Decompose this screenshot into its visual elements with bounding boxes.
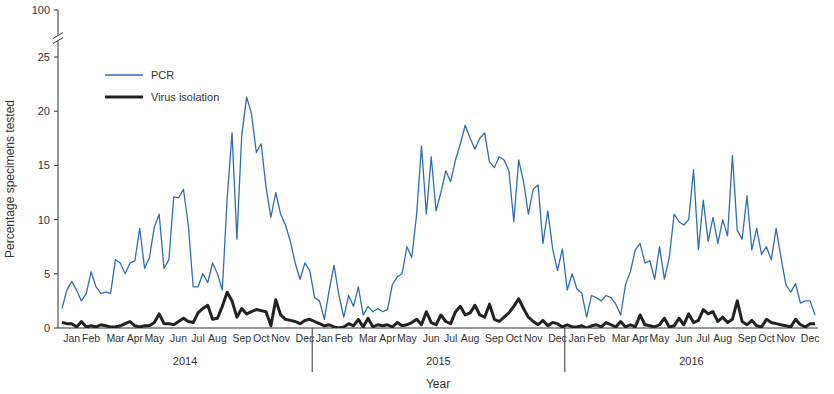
x-tick-label: Dec	[548, 332, 567, 344]
x-tick-label: Dec	[296, 332, 315, 344]
y-tick	[54, 57, 58, 58]
group-separator	[312, 328, 313, 372]
y-tick-label: 20	[38, 105, 50, 117]
x-axis	[58, 328, 818, 329]
x-tick-label: Aug	[208, 332, 227, 344]
year-label: 2014	[173, 355, 197, 367]
chart: 0 5 10 15 20 25 100 Percentage specimens tested…	[0, 0, 834, 394]
y-tick	[54, 10, 58, 11]
x-tick-label: Jul	[444, 332, 457, 344]
plot-area	[62, 97, 815, 328]
y-tick	[54, 328, 58, 329]
y-tick-label: 5	[44, 268, 50, 280]
year-label: 2016	[679, 355, 703, 367]
x-tick-label: Jan	[568, 332, 585, 344]
x-tick-label: May	[650, 332, 671, 344]
x-tick-label: Aug	[461, 332, 480, 344]
x-tick-label: Aug	[713, 332, 732, 344]
x-tick-label: Nov	[271, 332, 290, 344]
series-line	[62, 97, 815, 319]
x-tick-label: Mar	[359, 332, 378, 344]
x-tick-label: Dec	[801, 332, 820, 344]
x-tick-label: Jan	[63, 332, 80, 344]
x-tick-label: Jun	[675, 332, 692, 344]
year-label: 2015	[426, 355, 450, 367]
y-tick	[54, 111, 58, 112]
x-tick-label: Mar	[106, 332, 125, 344]
y-tick	[54, 219, 58, 220]
y-tick-label: 15	[38, 159, 50, 171]
x-tick-label: Feb	[587, 332, 605, 344]
x-tick-label: May	[397, 332, 418, 344]
y-tick	[54, 165, 58, 166]
legend: PCR Virus isolation	[105, 69, 219, 103]
legend-swatch	[105, 74, 143, 75]
legend-label: PCR	[151, 69, 174, 81]
y-axis	[58, 10, 59, 35]
legend-label: Virus isolation	[151, 91, 219, 103]
y-tick-label: 100	[32, 4, 50, 16]
x-tick-label: Feb	[82, 332, 100, 344]
x-tick-label: Sep	[232, 332, 251, 344]
x-tick-label: Sep	[485, 332, 504, 344]
x-tick-label: Jul	[191, 332, 204, 344]
axis-break	[53, 38, 63, 44]
x-tick-label: Jul	[697, 332, 710, 344]
x-tick-label: Sep	[738, 332, 757, 344]
y-axis-label: Percentage specimens tested	[3, 100, 17, 258]
x-tick-label: Oct	[758, 332, 774, 344]
legend-swatch	[105, 96, 143, 99]
x-tick-label: Apr	[379, 332, 396, 344]
axis-break	[53, 33, 63, 39]
group-separator	[564, 328, 565, 372]
x-tick-label: Jan	[316, 332, 333, 344]
x-tick-label: Nov	[777, 332, 796, 344]
x-tick-label: Oct	[253, 332, 269, 344]
x-tick-label: Apr	[632, 332, 649, 344]
series-line	[62, 292, 815, 328]
y-tick-label: 25	[38, 51, 50, 63]
x-tick-label: Jun	[423, 332, 440, 344]
x-tick-label: Jun	[170, 332, 187, 344]
x-tick-label: Apr	[127, 332, 144, 344]
x-tick-label: May	[144, 332, 165, 344]
x-tick-label: Oct	[506, 332, 522, 344]
y-tick-label: 0	[44, 322, 50, 334]
y-tick-label: 10	[38, 214, 50, 226]
x-tick-label: Nov	[524, 332, 543, 344]
x-tick-label: Feb	[335, 332, 353, 344]
y-tick	[54, 273, 58, 274]
x-tick-label: Mar	[612, 332, 631, 344]
x-axis-label: Year	[426, 377, 450, 391]
y-axis	[58, 41, 59, 329]
